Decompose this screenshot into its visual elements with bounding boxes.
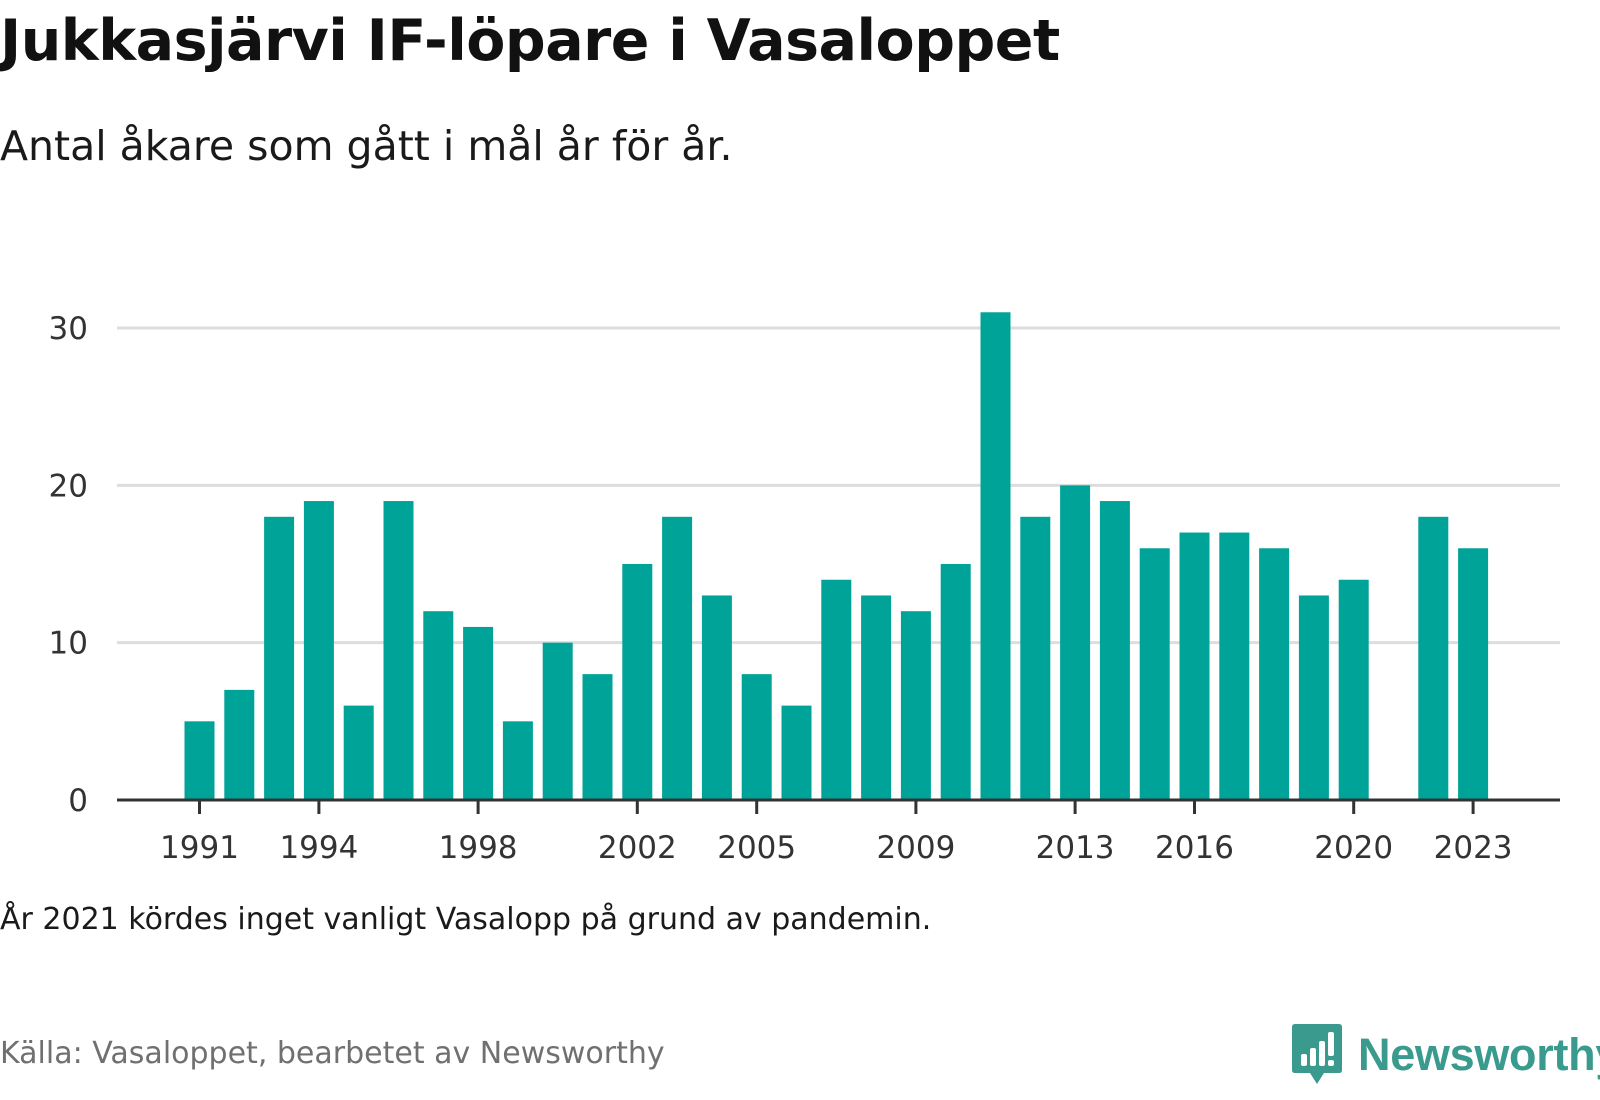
bar-2014 [1099,501,1130,800]
x-tick-label: 1994 [279,830,358,866]
chart-subtitle: Antal åkare som gått i mål år för år. [0,122,733,170]
bar-2015 [1139,548,1170,800]
x-tick-label: 1991 [160,830,239,866]
bar-chart: 0 10 20 30 1991 1994 1998 2002 2005 2009 2013 2016… [49,311,1560,866]
bars [184,312,1489,800]
brand-logo[interactable]: Newsworthy [1292,1020,1600,1090]
source-credit: Källa: Vasaloppet, bearbetet av Newswort… [0,1036,665,1071]
bar-2023 [1458,548,1489,800]
bar-2009 [900,611,931,800]
bar-1997 [423,611,454,800]
bar-2012 [1020,516,1051,800]
y-tick-label: 30 [49,311,88,347]
y-tick-label: 0 [68,783,88,819]
bar-2016 [1179,532,1210,800]
bar-2000 [542,642,573,800]
bar-2011 [980,312,1011,800]
bar-2022 [1418,516,1449,800]
bar-2008 [861,595,892,800]
x-tick-label: 2016 [1155,830,1234,866]
chart-title: Jukkasjärvi IF-löpare i Vasaloppet [0,8,1060,74]
bar-1994 [303,501,334,800]
x-tick-label: 2020 [1314,830,1393,866]
bar-1996 [383,501,414,800]
brand-name: Newsworthy [1358,1029,1600,1080]
bar-1993 [264,516,295,800]
bar-1998 [463,626,494,800]
bar-2017 [1219,532,1250,800]
y-tick-label: 10 [49,626,88,662]
y-axis-ticks: 0 10 20 30 [49,311,88,819]
bar-1991 [184,721,215,800]
bar-1992 [224,689,255,800]
bar-2006 [781,705,812,800]
x-axis-ticks: 1991 1994 1998 2002 2005 2009 2013 2016 2020 2023 [160,800,1513,866]
bar-2002 [622,564,653,800]
bar-1999 [502,721,533,800]
newsworthy-logo-icon [1292,1024,1342,1084]
bar-2018 [1259,548,1290,800]
bar-2020 [1338,579,1369,800]
bar-2019 [1298,595,1329,800]
y-tick-label: 20 [49,468,88,504]
x-tick-label: 2005 [717,830,796,866]
bar-2007 [821,579,852,800]
x-tick-label: 2023 [1434,830,1513,866]
bar-2003 [662,516,693,800]
footnote: År 2021 kördes inget vanligt Vasalopp på… [0,902,932,937]
bar-2005 [741,674,772,800]
x-tick-label: 1998 [439,830,518,866]
bar-2013 [1060,485,1091,800]
x-tick-label: 2002 [598,830,677,866]
x-tick-label: 2009 [876,830,955,866]
bar-2004 [701,595,732,800]
bar-1995 [343,705,374,800]
bar-2010 [940,564,971,800]
x-tick-label: 2013 [1036,830,1115,866]
bar-2001 [582,674,613,800]
